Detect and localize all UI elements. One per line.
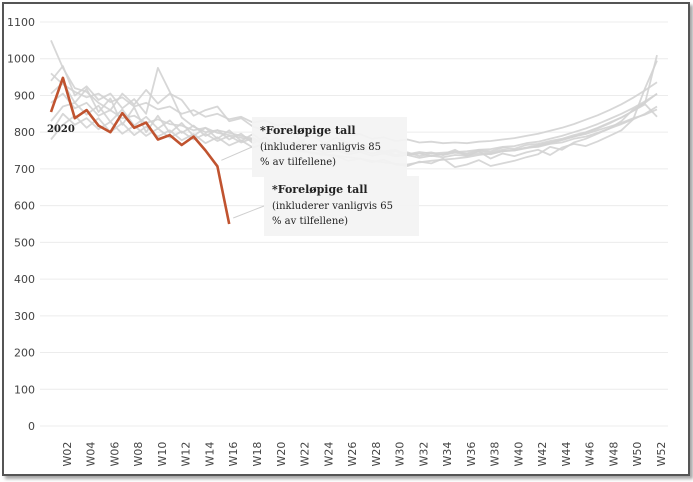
y-tick-label: 1100 <box>7 16 35 29</box>
x-tick-label: W40 <box>512 442 525 467</box>
annotation-leader <box>233 205 265 219</box>
x-tick-label: W50 <box>631 442 644 467</box>
x-tick-label: W18 <box>251 442 264 467</box>
y-tick-label: 900 <box>14 89 35 102</box>
x-tick-label: W06 <box>108 442 121 467</box>
y-axis: 0 100 200 300 400 500 600 700 800 900 1000 1100 <box>7 16 35 433</box>
y-tick-label: 600 <box>14 200 35 213</box>
x-tick-label: W14 <box>203 442 216 467</box>
x-tick-label: W36 <box>465 442 478 467</box>
x-tick-label: W30 <box>394 442 407 467</box>
x-tick-label: W04 <box>85 442 98 467</box>
x-tick-label: W34 <box>441 442 454 467</box>
y-tick-label: 1000 <box>7 53 35 66</box>
y-tick-label: 200 <box>14 347 35 360</box>
annotation-box <box>252 117 407 177</box>
annotation-text: % av tilfellene) <box>272 216 348 227</box>
annotation-group: *Foreløpige tall (inkluderer vanligvis 85… <box>221 117 419 236</box>
line-chart: 0 100 200 300 400 500 600 700 800 900 1000 1100 W02… <box>7 16 668 467</box>
annotation-title: *Foreløpige tall <box>260 124 356 137</box>
x-tick-label: W26 <box>346 442 359 467</box>
y-tick-label: 300 <box>14 310 35 323</box>
x-tick-label: W22 <box>299 442 312 467</box>
highlight-series-group: 2020 <box>47 76 231 225</box>
y-tick-label: 500 <box>14 236 35 249</box>
x-tick-label: W52 <box>655 442 668 467</box>
x-tick-label: W46 <box>584 442 597 467</box>
x-tick-label: W08 <box>132 442 145 467</box>
annotation-text: (inkluderer vanligvis 85 <box>260 142 381 153</box>
y-tick-label: 400 <box>14 273 35 286</box>
annotation-text: % av tilfellene) <box>260 157 336 168</box>
y-tick-label: 0 <box>28 420 35 433</box>
x-axis: W02 W04 W06 W08 W10 W12 W14 W16 W18 W20 W22 W24 W26 W… <box>61 442 668 467</box>
series-line-2020 <box>49 76 231 225</box>
annotation-leader <box>221 146 253 161</box>
x-tick-label: W02 <box>61 442 74 467</box>
y-tick-label: 100 <box>14 383 35 396</box>
x-tick-label: W38 <box>489 442 502 467</box>
y-tick-label: 800 <box>14 126 35 139</box>
y-tick-label: 700 <box>14 163 35 176</box>
x-tick-label: W42 <box>536 442 549 467</box>
x-tick-label: W28 <box>370 442 383 467</box>
x-tick-label: W20 <box>275 442 288 467</box>
x-tick-label: W32 <box>417 442 430 467</box>
x-tick-label: W48 <box>607 442 620 467</box>
annotation-box <box>264 176 419 236</box>
x-tick-label: W44 <box>560 442 573 467</box>
x-tick-label: W24 <box>322 442 335 467</box>
series-label-2020: 2020 <box>47 124 75 135</box>
x-tick-label: W10 <box>156 442 169 467</box>
x-tick-label: W12 <box>180 442 193 467</box>
annotation-text: (inkluderer vanligvis 65 <box>272 201 393 212</box>
x-tick-label: W16 <box>227 442 240 467</box>
chart-frame: 0 100 200 300 400 500 600 700 800 900 1000 1100 W02… <box>2 2 690 476</box>
annotation-title: *Foreløpige tall <box>272 183 368 196</box>
